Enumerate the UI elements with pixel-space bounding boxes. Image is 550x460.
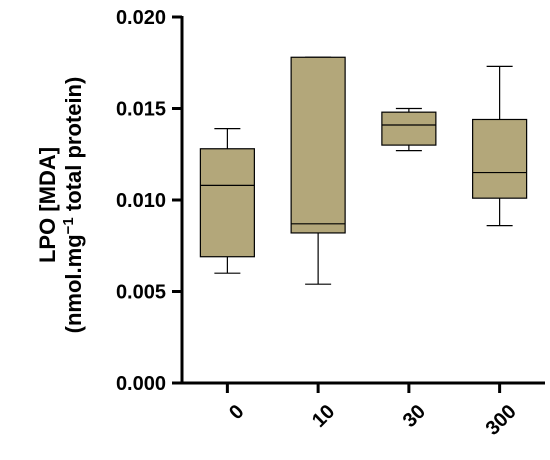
axes: 0.000 0.005 0.010 0.015 0.020 [116,7,545,395]
box-30 [381,107,437,152]
x-tick-labels: 0 10 30 300 [225,401,521,440]
x-tick-label-30: 30 [399,401,430,432]
y-tick-label: 0.010 [116,190,166,212]
y-axis-label-superscript: −1 [60,217,77,234]
boxes [199,56,528,285]
y-tick-label: 0.005 [116,282,166,304]
x-tick-label-10: 10 [308,401,339,432]
box-iqr [472,118,528,199]
x-tick-label-0: 0 [225,401,248,424]
box-300 [472,65,528,227]
box-iqr [199,148,255,258]
y-tick-label: 0.015 [116,99,166,121]
y-axis-label: LPO [MDA] (nmol.mg−1 total protein) [35,77,86,334]
y-tick-label: 0.020 [116,7,166,29]
y-axis-label-suffix: total protein) [61,77,86,218]
y-axis-label-prefix: (nmol.mg [61,234,86,333]
box-iqr [290,56,346,234]
box-10 [290,56,346,285]
y-axis-label-line-1: LPO [MDA] [35,147,60,263]
box-0 [199,128,255,274]
y-axis-label-line-2: (nmol.mg−1 total protein) [60,77,86,334]
box-iqr [381,111,437,146]
y-tick-label: 0.000 [116,373,166,395]
x-tick-label-300: 300 [482,401,521,440]
